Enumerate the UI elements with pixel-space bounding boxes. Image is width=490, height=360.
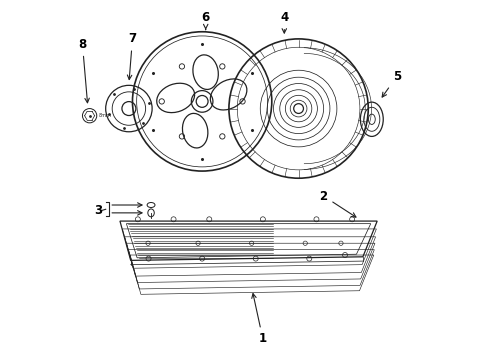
Text: 8mm: 8mm [98, 113, 111, 118]
Text: 7: 7 [127, 32, 137, 80]
Text: 6: 6 [201, 11, 210, 30]
Text: 1: 1 [252, 294, 267, 346]
Text: 3: 3 [94, 204, 102, 217]
Text: 5: 5 [382, 70, 401, 97]
Text: 2: 2 [319, 190, 356, 217]
Text: 8: 8 [78, 38, 89, 103]
Text: 4: 4 [280, 11, 289, 33]
